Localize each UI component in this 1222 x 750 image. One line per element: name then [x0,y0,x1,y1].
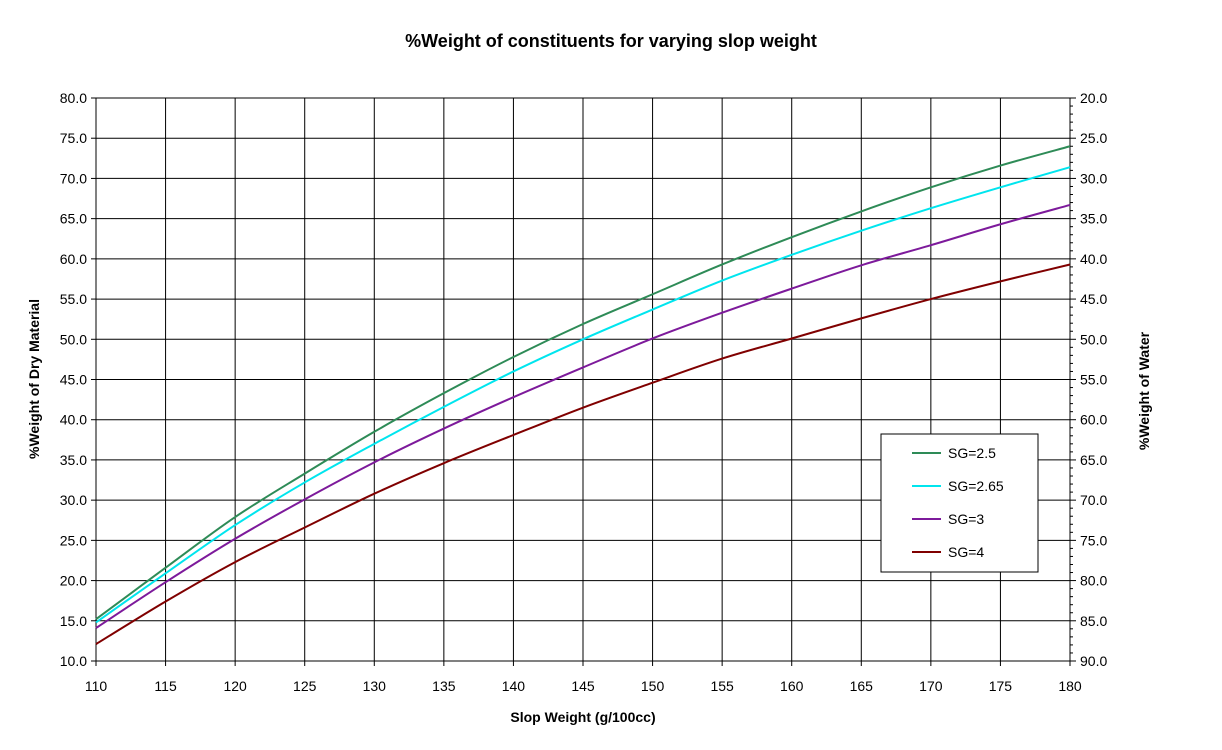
x-tick-label: 175 [989,678,1013,694]
legend-label: SG=2.5 [948,445,996,461]
grid [95,97,1071,662]
y2-tick-label: 55.0 [1080,372,1107,388]
y-tick-label: 20.0 [60,573,87,589]
y2-tick-label: 35.0 [1080,211,1107,227]
series-line-sg-3 [95,204,1071,629]
y-tick-label: 60.0 [60,251,87,267]
y-tick-label: 30.0 [60,492,87,508]
y2-tick-label: 85.0 [1080,613,1107,629]
x-tick-label: 135 [432,678,456,694]
y2-axis-title: %Weight of Water [1136,331,1152,450]
x-tick-label: 110 [85,678,108,694]
legend-box [880,433,1039,573]
y2-tick-label: 60.0 [1080,412,1107,428]
series-line-sg-2-5 [95,145,1071,620]
legend-label: SG=2.65 [948,478,1004,494]
x-tick-label: 180 [1058,678,1082,694]
y-tick-label: 80.0 [60,90,87,106]
x-tick-label: 170 [919,678,943,694]
y2-tick-label: 90.0 [1080,653,1107,669]
y-tick-label: 70.0 [60,170,87,186]
y2-tick-label: 65.0 [1080,452,1107,468]
chart-title: %Weight of constituents for varying slop… [405,31,817,51]
y2-tick-label: 25.0 [1080,130,1107,146]
x-tick-label: 145 [571,678,595,694]
y2-tick-label: 75.0 [1080,532,1107,548]
y-tick-label: 50.0 [60,331,87,347]
y2-tick-label: 20.0 [1080,90,1107,106]
legend-label: SG=3 [948,511,984,527]
y-tick-label: 35.0 [60,452,87,468]
x-tick-label: 125 [293,678,317,694]
x-tick-label: 165 [850,678,874,694]
series-line-sg-2-65 [95,166,1071,624]
y-tick-label: 40.0 [60,412,87,428]
y2-tick-label: 45.0 [1080,291,1107,307]
x-tick-label: 120 [223,678,247,694]
x-axis-title: Slop Weight (g/100cc) [510,709,655,725]
y-tick-label: 15.0 [60,613,87,629]
y-tick-label: 25.0 [60,532,87,548]
x-tick-label: 160 [780,678,804,694]
y2-tick-label: 50.0 [1080,331,1107,347]
x-tick-label: 150 [641,678,665,694]
y2-tick-label: 80.0 [1080,573,1107,589]
y2-tick-label: 30.0 [1080,170,1107,186]
y-tick-label: 65.0 [60,211,87,227]
series-line-sg-4 [95,263,1071,645]
x-tick-label: 140 [502,678,526,694]
legend: SG=2.5 SG=2.65 SG=3 SG=4 [880,433,1039,573]
y-tick-label: 55.0 [60,291,87,307]
y2-tick-label: 70.0 [1080,492,1107,508]
legend-label: SG=4 [948,544,984,560]
y-tick-label: 45.0 [60,372,87,388]
y-tick-label: 75.0 [60,130,87,146]
y2-tick-label: 40.0 [1080,251,1107,267]
x-tick-label: 115 [154,678,177,694]
axis-ticks: 110 115 120 125 130 135 140 145 150 155 160 165 170 1… [60,90,1108,694]
y-tick-label: 10.0 [60,653,87,669]
y-axis-title: %Weight of Dry Material [26,299,42,459]
series-lines [95,145,1071,645]
x-tick-label: 130 [363,678,387,694]
x-tick-label: 155 [710,678,734,694]
